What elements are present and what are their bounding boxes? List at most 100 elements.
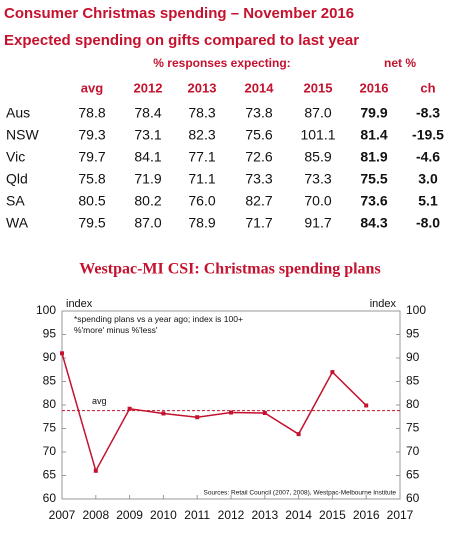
x-tick-label: 2010 (150, 508, 177, 522)
chart-title: Westpac-MI CSI: Christmas spending plans (79, 261, 380, 278)
table-cell: 78.4 (134, 105, 161, 121)
x-tick-label: 2013 (251, 508, 278, 522)
table-cell: 79.5 (78, 215, 105, 231)
y-tick-label: 100 (36, 303, 56, 317)
table-cell: 80.2 (134, 193, 161, 209)
table-cell: 75.5 (360, 171, 387, 187)
table-cell: 79.3 (78, 127, 105, 143)
table-cell: 78.8 (78, 105, 105, 121)
group-header: % responses expecting: (153, 56, 290, 70)
table-cell: 84.1 (134, 149, 161, 165)
table-cell: 79.7 (78, 149, 105, 165)
table-cell: -4.6 (416, 149, 440, 165)
note-box: *spending plans vs a year ago; index is … (74, 314, 243, 335)
y2-tick-label: 75 (406, 421, 420, 435)
x-tick-label: 2011 (184, 508, 210, 522)
column-header: 2013 (188, 80, 217, 95)
table-cell: -8.3 (416, 105, 440, 121)
table-cell: 71.9 (134, 171, 161, 187)
y-tick-label: 60 (43, 491, 57, 505)
table-cell: 87.0 (304, 105, 331, 121)
table-cell: 73.8 (245, 105, 272, 121)
data-point (330, 370, 335, 375)
data-point (262, 410, 267, 415)
table-cell: 82.7 (245, 193, 272, 209)
column-header: 2015 (304, 80, 333, 95)
x-tick-label: 2009 (116, 508, 143, 522)
chart-note: *spending plans vs a year ago; index is … (74, 314, 243, 335)
data-point (127, 406, 132, 411)
data-point (93, 468, 98, 473)
row-label: SA (6, 193, 25, 209)
table-cell: -8.0 (416, 215, 440, 231)
group-header: net % (384, 56, 416, 70)
x-tick-label: 2017 (387, 508, 414, 522)
table-cell: 78.3 (188, 105, 215, 121)
data-point (161, 411, 166, 416)
row-label: WA (6, 215, 29, 231)
table-cell: 78.9 (188, 215, 215, 231)
table-cell: 3.0 (418, 171, 438, 187)
table-cell: 101.1 (300, 127, 335, 143)
x-tick-label: 2012 (218, 508, 245, 522)
y2-tick-label: 100 (406, 303, 426, 317)
x-tick-label: 2007 (49, 508, 76, 522)
y2-axis-label: index (370, 298, 397, 310)
page-title: Consumer Christmas spending – November 2… (4, 5, 354, 22)
y2-tick-label: 90 (406, 350, 420, 364)
column-header: ch (420, 80, 435, 95)
row-label: NSW (6, 127, 39, 143)
y-tick-label: 75 (43, 421, 57, 435)
y-tick-label: 70 (43, 444, 57, 458)
avg-label: avg (92, 396, 107, 406)
y2-tick-label: 60 (406, 491, 420, 505)
table-cell: 71.1 (188, 171, 215, 187)
x-tick-label: 2014 (285, 508, 312, 522)
table-cell: 91.7 (304, 215, 331, 231)
y-tick-label: 95 (43, 327, 57, 341)
table-cell: 87.0 (134, 215, 161, 231)
data-point (364, 403, 369, 408)
table-cell: 81.9 (360, 149, 387, 165)
y2-tick-label: 70 (406, 444, 420, 458)
row-label: Vic (6, 149, 25, 165)
data-line (61, 353, 367, 473)
data-point (296, 432, 301, 437)
table-cell: 80.5 (78, 193, 105, 209)
y-tick-label: 65 (43, 468, 57, 482)
table-cell: 71.7 (245, 215, 272, 231)
column-header: 2014 (245, 80, 275, 95)
column-header: 2016 (360, 80, 389, 95)
y-tick-label: 90 (43, 350, 57, 364)
x-tick-label: 2016 (353, 508, 380, 522)
table-title: Expected spending on gifts compared to l… (4, 32, 359, 49)
column-header: 2012 (134, 80, 163, 95)
table-cell: 75.6 (245, 127, 272, 143)
y-tick-label: 85 (43, 374, 57, 388)
table-cell: 73.1 (134, 127, 161, 143)
data-point (195, 415, 200, 420)
table-cell: 5.1 (418, 193, 438, 209)
y2-tick-label: 80 (406, 397, 420, 411)
table-cell: 70.0 (304, 193, 331, 209)
data-point (229, 410, 233, 415)
table-cell: 75.8 (78, 171, 105, 187)
table-cell: 84.3 (360, 215, 387, 231)
x-tick-label: 2015 (319, 508, 346, 522)
y-tick-label: 80 (43, 397, 57, 411)
table-cell: 85.9 (304, 149, 331, 165)
row-label: Qld (6, 171, 28, 187)
table-cell: 81.4 (360, 127, 387, 143)
y2-tick-label: 65 (406, 468, 420, 482)
table-cell: 73.3 (245, 171, 272, 187)
table-cell: 76.0 (188, 193, 215, 209)
y-axis-label: index (66, 298, 93, 310)
table-cell: 77.1 (188, 149, 215, 165)
table-cell: -19.5 (412, 127, 444, 143)
chart-source: Sources: Retail Council (2007, 2008), We… (204, 490, 397, 497)
data-point (60, 351, 64, 356)
table-cell: 79.9 (360, 105, 387, 121)
x-tick-label: 2008 (82, 508, 109, 522)
